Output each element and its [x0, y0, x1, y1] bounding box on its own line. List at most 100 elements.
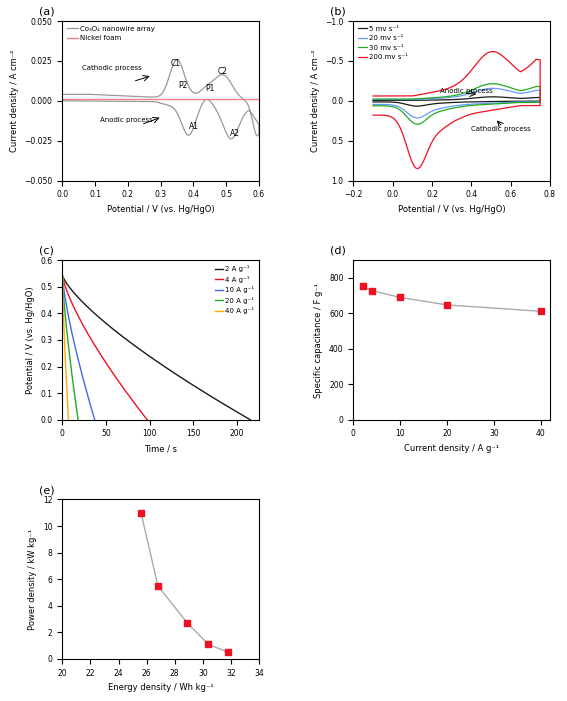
2 A g⁻¹ — [133, 343, 140, 351]
Legend: 2 A g⁻¹, 4 A g⁻¹, 10 A g⁻¹, 20 A g⁻¹, 40 A g⁻¹: 2 A g⁻¹, 4 A g⁻¹, 10 A g⁻¹, 20 A g⁻¹, 40… — [213, 264, 256, 315]
Nickel foam — [176, 95, 183, 104]
10 A g⁻¹ — [91, 416, 98, 424]
Line: 30 mv s⁻¹: 30 mv s⁻¹ — [373, 83, 540, 124]
Co₃O₄ nanowire array — [218, 117, 225, 125]
30 mv s⁻¹ — [443, 105, 450, 114]
40 A g⁻¹ — [60, 300, 66, 308]
4 A g⁻¹ — [92, 343, 99, 351]
Text: C1: C1 — [171, 59, 180, 68]
Co₃O₄ nanowire array — [59, 97, 66, 105]
30 mv s⁻¹ — [489, 79, 496, 88]
20 A g⁻¹ — [59, 272, 66, 280]
2 A g⁻¹ — [247, 416, 253, 424]
Nickel foam — [97, 95, 104, 104]
Legend: Co₃O₄ nanowire array, Nickel foam: Co₃O₄ nanowire array, Nickel foam — [66, 25, 156, 43]
200 mv s⁻¹ — [437, 127, 444, 135]
10 A g⁻¹ — [82, 385, 89, 393]
Nickel foam — [256, 95, 263, 104]
Text: C2: C2 — [218, 67, 228, 76]
40 A g⁻¹ — [61, 333, 68, 341]
4 A g⁻¹ — [112, 373, 119, 381]
X-axis label: Potential / V (vs. Hg/HgO): Potential / V (vs. Hg/HgO) — [398, 205, 506, 214]
Text: P2: P2 — [179, 81, 188, 90]
4 A g⁻¹ — [69, 300, 76, 308]
Text: Anodic process: Anodic process — [440, 88, 493, 94]
Line: 20 mv s⁻¹: 20 mv s⁻¹ — [373, 88, 540, 118]
10 A g⁻¹ — [82, 384, 89, 393]
5 mv s⁻¹ — [414, 102, 421, 110]
Text: A2: A2 — [230, 129, 239, 138]
Co₃O₄ nanowire array — [227, 135, 234, 143]
Nickel foam — [160, 95, 167, 104]
10 A g⁻¹ — [72, 343, 79, 351]
5 mv s⁻¹ — [404, 96, 411, 104]
Point — [367, 285, 376, 297]
Nickel foam — [59, 95, 66, 104]
4 A g⁻¹ — [121, 385, 128, 393]
20 A g⁻¹ — [64, 333, 71, 341]
Point — [223, 647, 232, 658]
Point — [442, 299, 451, 311]
20 mv s⁻¹ — [474, 100, 481, 108]
2 A g⁻¹ — [177, 373, 184, 381]
Point — [358, 281, 367, 292]
10 A g⁻¹ — [63, 300, 70, 308]
2 A g⁻¹ — [59, 272, 66, 280]
Point — [396, 292, 405, 303]
Text: Cathodic process: Cathodic process — [82, 65, 142, 72]
4 A g⁻¹ — [120, 384, 127, 393]
5 mv s⁻¹ — [443, 99, 450, 107]
200 mv s⁻¹ — [505, 57, 512, 66]
20 mv s⁻¹ — [489, 84, 496, 93]
Y-axis label: Specific capacitance / F g⁻¹: Specific capacitance / F g⁻¹ — [315, 283, 323, 397]
X-axis label: Energy density / Wh kg⁻¹: Energy density / Wh kg⁻¹ — [108, 683, 214, 692]
40 A g⁻¹ — [65, 416, 72, 424]
20 A g⁻¹ — [70, 385, 77, 393]
200 mv s⁻¹ — [404, 92, 411, 100]
Line: 10 A g⁻¹: 10 A g⁻¹ — [62, 276, 95, 420]
Line: 40 A g⁻¹: 40 A g⁻¹ — [62, 276, 69, 420]
10 A g⁻¹ — [70, 333, 77, 341]
20 mv s⁻¹ — [437, 104, 444, 113]
30 mv s⁻¹ — [414, 120, 421, 128]
30 mv s⁻¹ — [437, 107, 444, 116]
Text: A1: A1 — [189, 123, 198, 132]
10 A g⁻¹ — [79, 373, 86, 381]
Co₃O₄ nanowire array — [232, 128, 239, 137]
40 A g⁻¹ — [59, 272, 66, 280]
Line: 200 mv s⁻¹: 200 mv s⁻¹ — [373, 52, 540, 168]
Co₃O₄ nanowire array — [145, 93, 151, 101]
2 A g⁻¹ — [120, 333, 127, 341]
Y-axis label: Current density / A cm⁻²: Current density / A cm⁻² — [10, 50, 19, 152]
Nickel foam — [240, 95, 247, 104]
20 mv s⁻¹ — [404, 95, 411, 104]
Line: 5 mv s⁻¹: 5 mv s⁻¹ — [373, 97, 540, 106]
X-axis label: Potential / V (vs. Hg/HgO): Potential / V (vs. Hg/HgO) — [107, 205, 214, 214]
Text: (b): (b) — [330, 6, 345, 17]
5 mv s⁻¹ — [517, 94, 524, 102]
20 A g⁻¹ — [61, 300, 67, 308]
200 mv s⁻¹ — [370, 111, 376, 119]
40 A g⁻¹ — [64, 384, 70, 393]
Text: (e): (e) — [39, 485, 54, 495]
30 mv s⁻¹ — [474, 101, 481, 109]
30 mv s⁻¹ — [505, 83, 512, 91]
40 A g⁻¹ — [63, 373, 70, 381]
5 mv s⁻¹ — [474, 97, 481, 106]
Point — [153, 580, 162, 592]
Point — [536, 306, 545, 317]
30 mv s⁻¹ — [404, 95, 411, 103]
40 A g⁻¹ — [61, 343, 68, 351]
5 mv s⁻¹ — [505, 93, 512, 102]
20 mv s⁻¹ — [505, 87, 512, 95]
Co₃O₄ nanowire array — [59, 90, 66, 99]
30 mv s⁻¹ — [370, 95, 376, 103]
40 A g⁻¹ — [64, 385, 70, 393]
Legend: 5 mv s⁻¹, 20 mv s⁻¹, 30 mv s⁻¹, 200 mv s⁻¹: 5 mv s⁻¹, 20 mv s⁻¹, 30 mv s⁻¹, 200 mv s… — [357, 25, 409, 62]
Line: 2 A g⁻¹: 2 A g⁻¹ — [62, 276, 250, 420]
Y-axis label: Current density / A cm⁻²: Current density / A cm⁻² — [311, 50, 320, 152]
200 mv s⁻¹ — [443, 122, 450, 130]
Co₃O₄ nanowire array — [174, 55, 180, 64]
200 mv s⁻¹ — [414, 164, 421, 172]
20 mv s⁻¹ — [517, 89, 524, 97]
